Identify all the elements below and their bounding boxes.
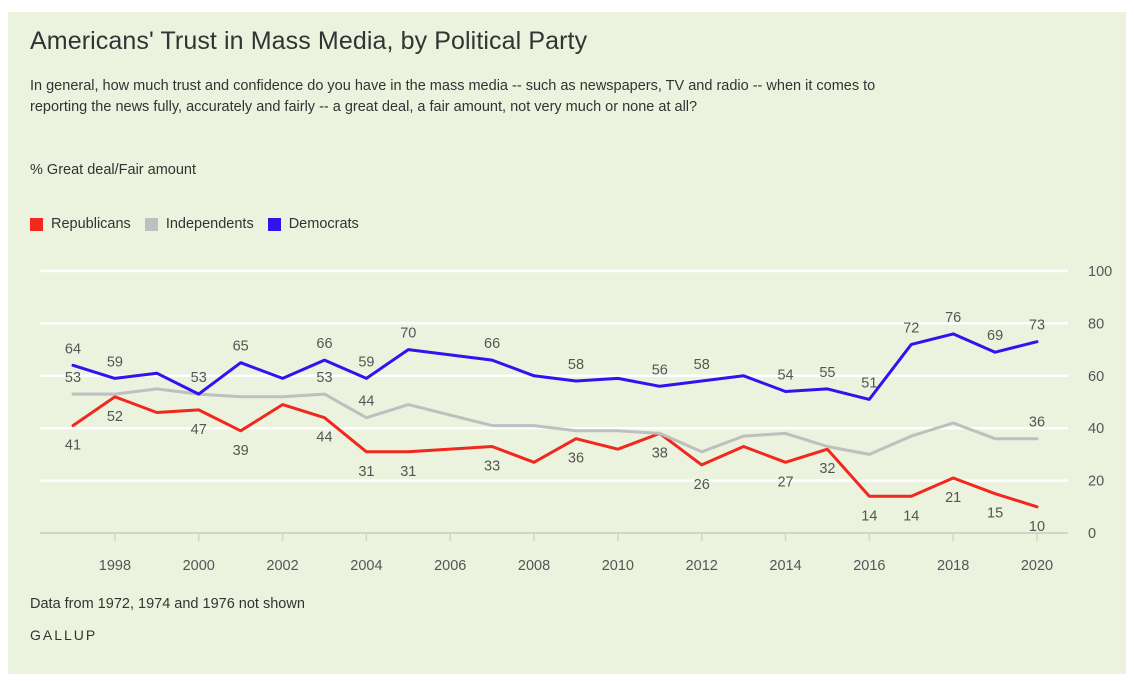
data-label-republicans-2011: 38 [652,445,668,461]
x-tick-label-2020: 2020 [1021,558,1053,574]
data-label-republicans-2014: 27 [777,474,793,490]
data-label-republicans-2007: 33 [484,459,500,475]
data-label-democrats-2005: 70 [400,326,416,342]
series-line-democrats [73,334,1037,400]
data-label-republicans-2004: 31 [358,464,374,480]
data-label-republicans-2016: 14 [861,508,877,524]
data-label-republicans-2003: 44 [316,430,332,446]
data-label-republicans-1997: 41 [65,438,81,454]
data-label-democrats-2020: 73 [1029,318,1045,334]
series-line-independents [73,389,1037,455]
data-label-democrats-2004: 59 [358,354,374,370]
data-label-republicans-2015: 32 [819,461,835,477]
x-tick-label-2014: 2014 [769,558,801,574]
x-tick-label-2000: 2000 [183,558,215,574]
data-label-republicans-2018: 21 [945,490,961,506]
data-label-democrats-2017: 72 [903,320,919,336]
data-label-democrats-2019: 69 [987,328,1003,344]
data-label-democrats-2014: 54 [777,368,793,384]
data-label-independents-2000: 53 [191,370,207,386]
y-tick-label-20: 20 [1088,474,1104,490]
x-tick-label-2012: 2012 [686,558,718,574]
y-tick-label-100: 100 [1088,264,1112,280]
x-tick-label-2018: 2018 [937,558,969,574]
data-label-independents-2003: 53 [316,370,332,386]
data-label-democrats-2016: 51 [861,375,877,391]
data-label-democrats-2001: 65 [233,339,249,355]
data-label-democrats-2011: 56 [652,362,668,378]
data-label-republicans-1998: 52 [107,409,123,425]
footnote: Data from 1972, 1974 and 1976 not shown [30,596,305,612]
data-label-republicans-2019: 15 [987,506,1003,522]
y-tick-label-0: 0 [1088,526,1096,542]
y-tick-label-60: 60 [1088,369,1104,385]
data-label-republicans-2000: 47 [191,422,207,438]
data-label-independents-2004: 44 [358,394,374,410]
data-label-democrats-2018: 76 [945,310,961,326]
data-label-democrats-2009: 58 [568,357,584,373]
data-label-republicans-2001: 39 [233,443,249,459]
y-tick-label-80: 80 [1088,316,1104,332]
data-label-republicans-2012: 26 [694,477,710,493]
x-tick-label-2010: 2010 [602,558,634,574]
data-label-republicans-2017: 14 [903,508,919,524]
x-tick-label-2006: 2006 [434,558,466,574]
data-label-independents-2020: 36 [1029,415,1045,431]
series-line-republicans [73,397,1037,507]
data-label-independents-1997: 53 [65,370,81,386]
data-label-democrats-2003: 66 [316,336,332,352]
x-tick-label-2016: 2016 [853,558,885,574]
data-label-republicans-2020: 10 [1029,519,1045,535]
data-label-democrats-1998: 59 [107,354,123,370]
data-label-democrats-2015: 55 [819,365,835,381]
x-tick-label-1998: 1998 [99,558,131,574]
x-tick-label-2008: 2008 [518,558,550,574]
data-label-democrats-1997: 64 [65,341,81,357]
x-tick-label-2004: 2004 [350,558,382,574]
data-label-republicans-2005: 31 [400,464,416,480]
data-label-democrats-2012: 58 [694,357,710,373]
x-tick-label-2002: 2002 [266,558,298,574]
data-label-republicans-2009: 36 [568,451,584,467]
data-labels: 41 52 47 39 44 31 31 33 36 38 26 27 32 14 14 21 15 10 53 53… [65,310,1045,535]
y-tick-label-40: 40 [1088,421,1104,437]
data-label-democrats-2007: 66 [484,336,500,352]
brand-logo: GALLUP [30,627,97,643]
